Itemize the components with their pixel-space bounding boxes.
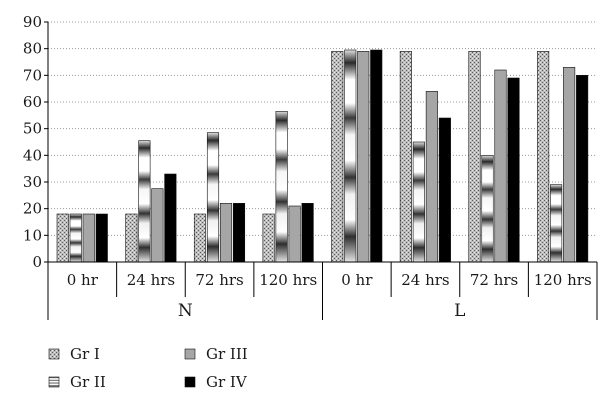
bar — [219, 203, 233, 263]
legend-entry: Gr I — [70, 345, 100, 363]
legend-swatch — [184, 376, 196, 388]
y-tick-label: 90 — [23, 13, 42, 31]
y-tick-label: 0 — [32, 253, 42, 271]
bar — [550, 184, 563, 263]
bar — [125, 213, 138, 263]
bar — [399, 51, 412, 263]
x-tick-label: 72 hrs — [195, 271, 243, 289]
bar — [301, 203, 314, 263]
axis-labels: 0 10 20 30 40 50 60 70 80 90 0 hr 24 hrs 72 hrs 120 h… — [23, 13, 592, 321]
bar — [576, 75, 589, 263]
bar — [164, 173, 177, 263]
bar — [138, 140, 151, 263]
bar — [288, 205, 301, 263]
bar — [95, 213, 108, 263]
bar — [494, 69, 507, 263]
bar — [275, 111, 288, 263]
bar — [412, 141, 425, 263]
bar — [331, 51, 344, 263]
bar — [563, 67, 576, 263]
bar — [507, 77, 520, 263]
bar — [206, 132, 220, 263]
y-tick-label: 40 — [23, 146, 42, 164]
bar — [481, 155, 494, 263]
bar — [425, 91, 438, 263]
group-label: L — [454, 301, 465, 321]
legend-entry: Gr III — [206, 345, 248, 363]
legend-entry: Gr II — [70, 373, 106, 391]
x-tick-label: 72 hrs — [470, 271, 518, 289]
y-tick-label: 80 — [23, 40, 42, 58]
bar — [357, 51, 370, 263]
x-tick-label: 24 hrs — [127, 271, 175, 289]
y-tick-label: 50 — [23, 120, 42, 138]
x-tick-label: 120 hrs — [259, 271, 317, 289]
legend-swatch — [184, 348, 196, 360]
y-tick-label: 70 — [23, 66, 42, 84]
bar — [232, 203, 246, 263]
x-tick-label: 120 hrs — [534, 271, 592, 289]
bar — [69, 213, 82, 263]
bar — [193, 213, 207, 263]
bar — [262, 213, 275, 263]
bars — [56, 49, 589, 263]
bar — [82, 213, 95, 263]
bar — [370, 49, 383, 263]
bar — [344, 49, 357, 263]
y-tick-label: 10 — [23, 226, 42, 244]
y-tick-label: 20 — [23, 200, 42, 218]
bar — [151, 188, 164, 263]
x-tick-label: 24 hrs — [401, 271, 449, 289]
y-tick-label: 60 — [23, 93, 42, 111]
x-tick-label: 0 hr — [341, 271, 373, 289]
bar — [468, 51, 481, 263]
legend: Gr I Gr III Gr II Gr IV — [48, 345, 248, 391]
x-tick-label: 0 hr — [67, 271, 99, 289]
y-tick-label: 30 — [23, 173, 42, 191]
bar — [537, 51, 550, 263]
bar — [438, 117, 451, 263]
legend-swatch — [48, 348, 60, 360]
bar — [56, 213, 69, 263]
legend-entry: Gr IV — [206, 373, 248, 391]
group-label: N — [178, 301, 193, 321]
legend-swatch — [48, 376, 60, 388]
axes — [44, 21, 598, 320]
